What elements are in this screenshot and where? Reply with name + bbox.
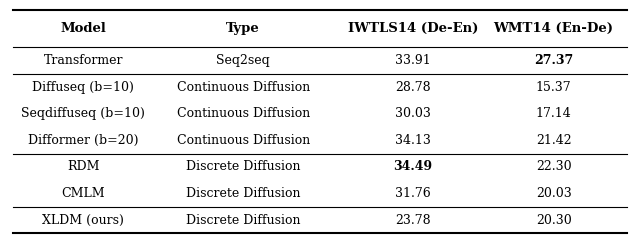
Text: WMT14 (En-De): WMT14 (En-De) — [493, 22, 614, 35]
Text: Transformer: Transformer — [44, 54, 123, 67]
Text: Discrete Diffusion: Discrete Diffusion — [186, 214, 300, 226]
Text: Discrete Diffusion: Discrete Diffusion — [186, 160, 300, 174]
Text: Diffuseq (b=10): Diffuseq (b=10) — [32, 81, 134, 94]
Text: IWTLS14 (De-En): IWTLS14 (De-En) — [348, 22, 478, 35]
Text: XLDM (ours): XLDM (ours) — [42, 214, 124, 226]
Text: 17.14: 17.14 — [536, 107, 572, 120]
Text: 33.91: 33.91 — [395, 54, 431, 67]
Text: CMLM: CMLM — [61, 187, 105, 200]
Text: Continuous Diffusion: Continuous Diffusion — [177, 134, 310, 147]
Text: 34.13: 34.13 — [395, 134, 431, 147]
Text: Continuous Diffusion: Continuous Diffusion — [177, 107, 310, 120]
Text: 20.03: 20.03 — [536, 187, 572, 200]
Text: 30.03: 30.03 — [395, 107, 431, 120]
Text: Continuous Diffusion: Continuous Diffusion — [177, 81, 310, 94]
Text: Difformer (b=20): Difformer (b=20) — [28, 134, 138, 147]
Text: 23.78: 23.78 — [395, 214, 431, 226]
Text: RDM: RDM — [67, 160, 99, 174]
Text: 20.30: 20.30 — [536, 214, 572, 226]
Text: Discrete Diffusion: Discrete Diffusion — [186, 187, 300, 200]
Text: 27.37: 27.37 — [534, 54, 573, 67]
Text: 31.76: 31.76 — [395, 187, 431, 200]
Text: 28.78: 28.78 — [395, 81, 431, 94]
Text: 34.49: 34.49 — [393, 160, 433, 174]
Text: Seqdiffuseq (b=10): Seqdiffuseq (b=10) — [21, 107, 145, 120]
Text: 15.37: 15.37 — [536, 81, 572, 94]
Text: Seq2seq: Seq2seq — [216, 54, 270, 67]
Text: Model: Model — [60, 22, 106, 35]
Text: Type: Type — [227, 22, 260, 35]
Text: 22.30: 22.30 — [536, 160, 572, 174]
Text: 21.42: 21.42 — [536, 134, 572, 147]
